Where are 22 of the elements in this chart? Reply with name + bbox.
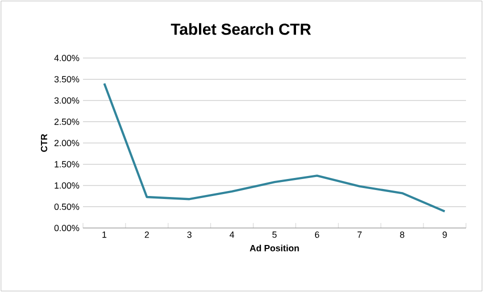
y-tick-label: 0.50% [54,204,80,210]
x-tick-label: 6 [315,232,320,238]
line-series [103,82,446,213]
y-tick-label: 3.50% [54,76,80,82]
x-tick-label: 7 [358,232,362,238]
x-tick-label: 8 [400,232,404,238]
y-axis-title: CTR [40,134,48,152]
y-tick-label: 0.00% [54,224,80,232]
x-tick-label: 3 [187,232,192,238]
x-tick-label: 4 [230,232,234,238]
x-tick-label: 5 [272,232,277,238]
x-tick-label: 1 [102,232,106,238]
y-tick-label: 1.50% [54,161,80,168]
x-axis-title: Ad Position [250,244,299,252]
y-tick-label: 4.00% [54,54,80,62]
x-tick-label: 9 [442,232,447,238]
y-tick-label: 1.00% [54,182,80,189]
y-tick-label: 3.00% [54,97,80,104]
chart-title: Tablet Search CTR [170,23,311,35]
x-tick-label: 2 [144,232,149,238]
y-tick-label: 2.00% [54,140,80,146]
y-tick-label: 2.50% [54,118,80,125]
